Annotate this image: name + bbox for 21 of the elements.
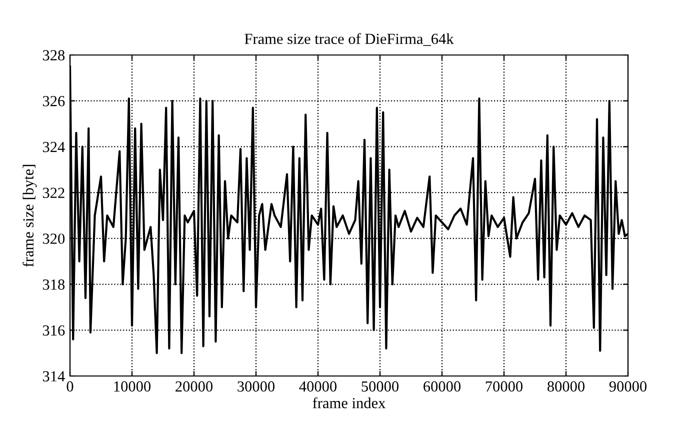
y-tick-label: 314 xyxy=(42,371,65,382)
x-tick-label: 60000 xyxy=(424,381,461,392)
x-tick-label: 50000 xyxy=(362,381,399,392)
x-tick-label: 20000 xyxy=(176,381,213,392)
x-tick-label: 30000 xyxy=(238,381,275,392)
y-tick-label: 324 xyxy=(42,142,65,152)
y-tick-label: 316 xyxy=(42,325,65,336)
y-tick-label: 326 xyxy=(42,96,65,106)
y-axis-title: frame size [byte] xyxy=(22,164,37,267)
y-tick-label: 328 xyxy=(42,50,65,60)
x-tick-label: 40000 xyxy=(299,381,337,392)
x-tick-label: 10000 xyxy=(114,381,151,392)
y-tick-label: 318 xyxy=(42,279,65,290)
x-tick-label: 80000 xyxy=(547,381,585,392)
y-tick-label: 320 xyxy=(42,234,65,244)
y-tick-label: 322 xyxy=(42,188,64,198)
chart-title: Frame size trace of DieFirma_64k xyxy=(244,33,454,46)
x-axis-title: frame index xyxy=(312,397,386,408)
x-tick-label: 70000 xyxy=(486,381,523,392)
x-tick-label: 0 xyxy=(66,381,74,392)
x-tick-label: 90000 xyxy=(609,381,647,392)
